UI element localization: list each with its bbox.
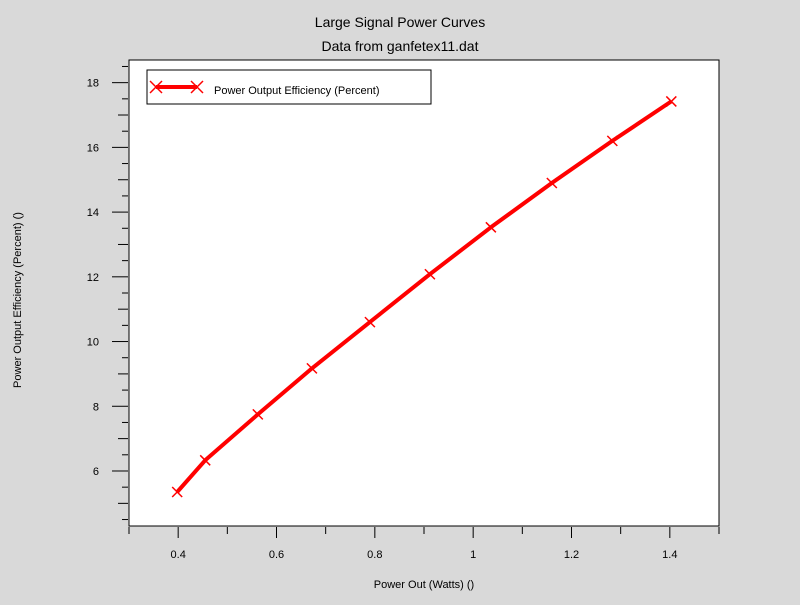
x-tick-label: 0.6	[269, 549, 284, 561]
data-point	[171, 486, 183, 498]
y-tick-label: 12	[87, 272, 99, 284]
legend: Power Output Efficiency (Percent)	[146, 69, 432, 105]
x-tick-label: 1.2	[564, 549, 579, 561]
chart-title: Large Signal Power Curves	[315, 14, 485, 30]
data-point	[485, 221, 497, 233]
y-tick-label: 8	[93, 401, 99, 413]
data-point-marker	[199, 454, 211, 466]
x-tick-label: 1	[470, 549, 476, 561]
data-point	[424, 268, 436, 280]
x-axis: 0.4 0.6 0.8 1 1.2 1.4	[128, 527, 720, 561]
data-point-marker	[485, 221, 497, 233]
data-point-marker	[546, 177, 558, 189]
data-point-marker	[252, 408, 264, 420]
data-point-marker	[665, 95, 677, 107]
y-tick-label: 10	[87, 337, 99, 349]
data-point-marker	[606, 135, 618, 147]
y-axis-label: Power Output Efficiency (Percent) ()	[12, 212, 24, 388]
data-point	[665, 95, 677, 107]
x-tick-label: 0.8	[367, 549, 382, 561]
y-axis: 6 8 10 12 14 16 18	[87, 65, 128, 521]
data-point-marker	[306, 362, 318, 374]
legend-box	[146, 69, 432, 105]
data-point	[199, 454, 211, 466]
y-tick-label: 6	[93, 466, 99, 478]
x-tick-label: 1.4	[662, 549, 677, 561]
data-point-marker	[424, 268, 436, 280]
legend-marker	[149, 80, 163, 94]
x-axis-label: Power Out (Watts) ()	[374, 579, 474, 591]
data-point-marker	[364, 316, 376, 328]
series-line	[175, 99, 673, 494]
data-point	[364, 316, 376, 328]
x-tick-label: 0.4	[171, 549, 186, 561]
chart-subtitle: Data from ganfetex11.dat	[322, 38, 479, 54]
data-point-marker	[171, 486, 183, 498]
data-point	[252, 408, 264, 420]
legend-markers	[149, 80, 204, 94]
y-tick-label: 14	[87, 207, 99, 219]
data-point	[546, 177, 558, 189]
legend-label: Power Output Efficiency (Percent)	[214, 85, 379, 97]
series-layer	[171, 95, 677, 498]
y-tick-label: 18	[87, 78, 99, 90]
legend-marker	[190, 80, 204, 94]
y-tick-label: 16	[87, 142, 99, 154]
data-point	[306, 362, 318, 374]
data-point	[606, 135, 618, 147]
